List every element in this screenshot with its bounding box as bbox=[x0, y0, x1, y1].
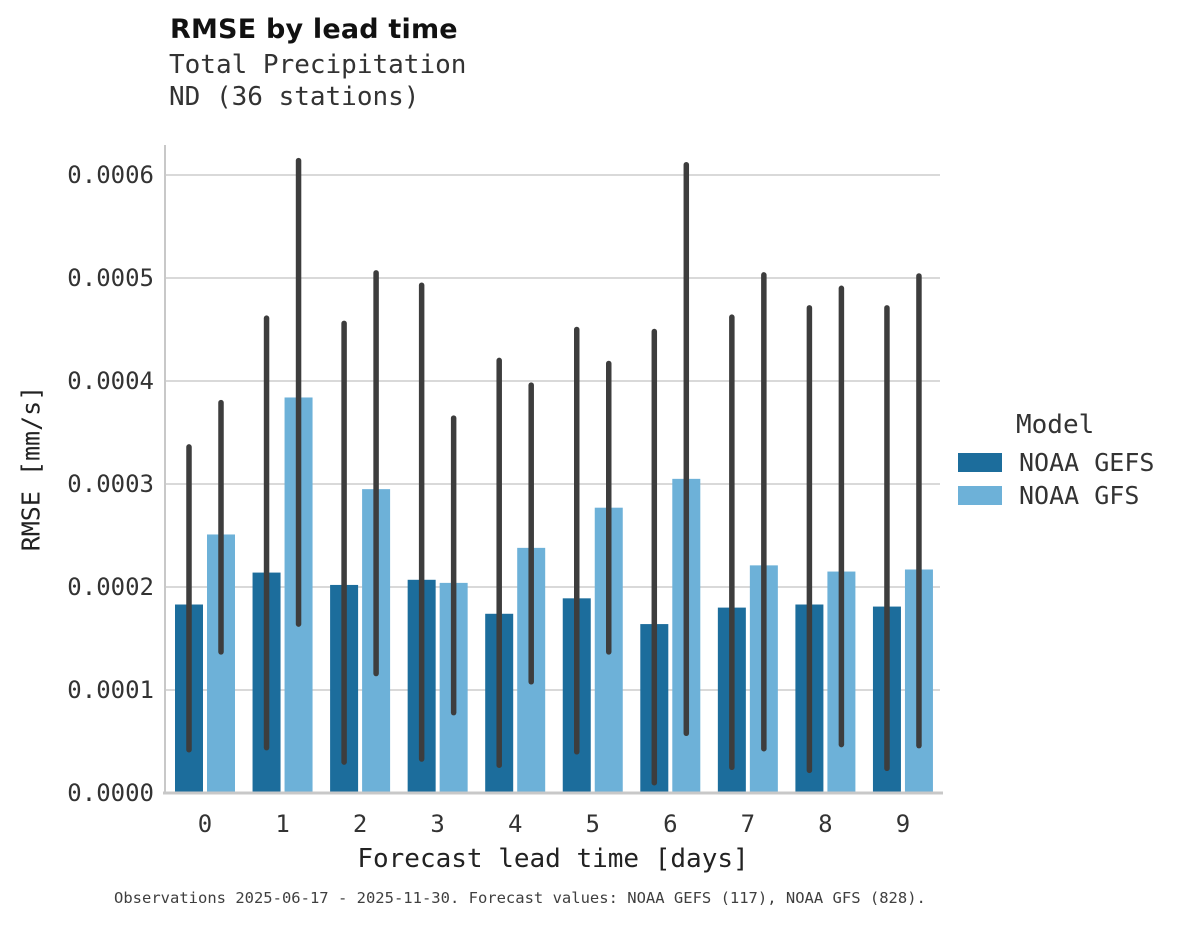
legend: Model NOAA GEFS NOAA GFS bbox=[958, 410, 1173, 518]
x-tick-label: 6 bbox=[663, 810, 678, 838]
y-tick-label: 0.0002 bbox=[67, 573, 154, 601]
y-tick-label: 0.0006 bbox=[67, 161, 154, 189]
y-tick-label: 0.0001 bbox=[67, 676, 154, 704]
x-tick-label: 3 bbox=[430, 810, 445, 838]
chart-title: RMSE by lead time bbox=[170, 14, 458, 45]
footer-caption: Observations 2025-06-17 - 2025-11-30. Fo… bbox=[114, 889, 926, 907]
chart-subtitle-variable: Total Precipitation bbox=[169, 50, 467, 80]
legend-swatch bbox=[958, 485, 1002, 505]
x-tick-label: 1 bbox=[275, 810, 290, 838]
x-tick-label: 5 bbox=[585, 810, 600, 838]
y-tick-label: 0.0005 bbox=[67, 264, 154, 292]
legend-entry-label: NOAA GEFS bbox=[1019, 447, 1155, 477]
legend-swatch bbox=[958, 452, 1002, 472]
x-tick-label: 9 bbox=[895, 810, 911, 838]
y-tick-label: 0.0003 bbox=[67, 470, 154, 498]
x-tick-label: 0 bbox=[197, 810, 213, 838]
legend-title: Model bbox=[1016, 410, 1095, 440]
x-axis-label: Forecast lead time [days] bbox=[357, 844, 749, 874]
legend-entry: NOAA GFS bbox=[958, 481, 1173, 510]
legend-entry-label: NOAA GFS bbox=[1019, 480, 1140, 510]
x-tick-label: 7 bbox=[740, 810, 756, 838]
x-tick-label: 8 bbox=[818, 810, 833, 838]
x-tick-label: 2 bbox=[352, 810, 368, 838]
y-tick-label: 0.0000 bbox=[67, 779, 154, 807]
legend-entry: NOAA GEFS bbox=[958, 448, 1173, 477]
y-tick-label: 0.0004 bbox=[67, 367, 154, 395]
x-tick-label: 4 bbox=[507, 810, 523, 838]
y-axis-label: RMSE [mm/s] bbox=[16, 385, 46, 552]
chart-subtitle-region: ND (36 stations) bbox=[169, 82, 420, 112]
